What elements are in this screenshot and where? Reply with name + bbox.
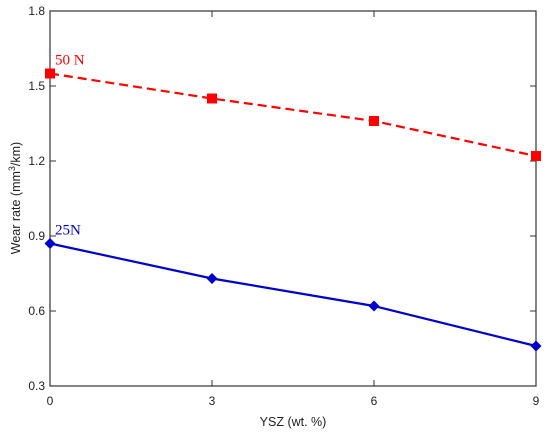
data-point <box>207 93 217 104</box>
plot-frame <box>49 10 537 387</box>
y-axis-title: Wear rate (mm3/km) <box>7 142 23 254</box>
data-point <box>206 273 218 284</box>
series-layer <box>44 68 542 352</box>
data-point <box>44 238 56 249</box>
y-tick-label: 1.2 <box>28 154 45 168</box>
data-point <box>45 68 55 79</box>
y-tick-label: 1.5 <box>28 79 45 93</box>
x-tick-label: 3 <box>209 394 216 408</box>
y-tick-label: 0.6 <box>28 304 45 318</box>
series-label: 25N <box>55 223 81 239</box>
x-tick-label: 9 <box>533 394 540 408</box>
y-tick-label: 1.8 <box>28 4 45 18</box>
data-point <box>369 116 379 126</box>
data-point <box>531 151 541 161</box>
x-tick-label: 6 <box>371 394 378 408</box>
series-1 <box>45 68 541 161</box>
series-2 <box>44 238 542 352</box>
series-line <box>49 242 537 348</box>
series-labels: 50 N 25N <box>55 53 85 239</box>
y-tick-label: 0.9 <box>28 229 45 243</box>
data-point <box>530 340 542 352</box>
x-tick-label: 0 <box>47 394 54 408</box>
series-line <box>49 72 537 158</box>
x-axis-title: YSZ (wt. %) <box>260 415 327 429</box>
data-point <box>368 300 380 312</box>
axis-ticks: 0.3 0.6 0.9 1.2 1.5 1.8 0 3 6 9 <box>28 4 539 408</box>
y-tick-label: 0.3 <box>28 379 45 393</box>
series-label: 50 N <box>55 53 85 69</box>
